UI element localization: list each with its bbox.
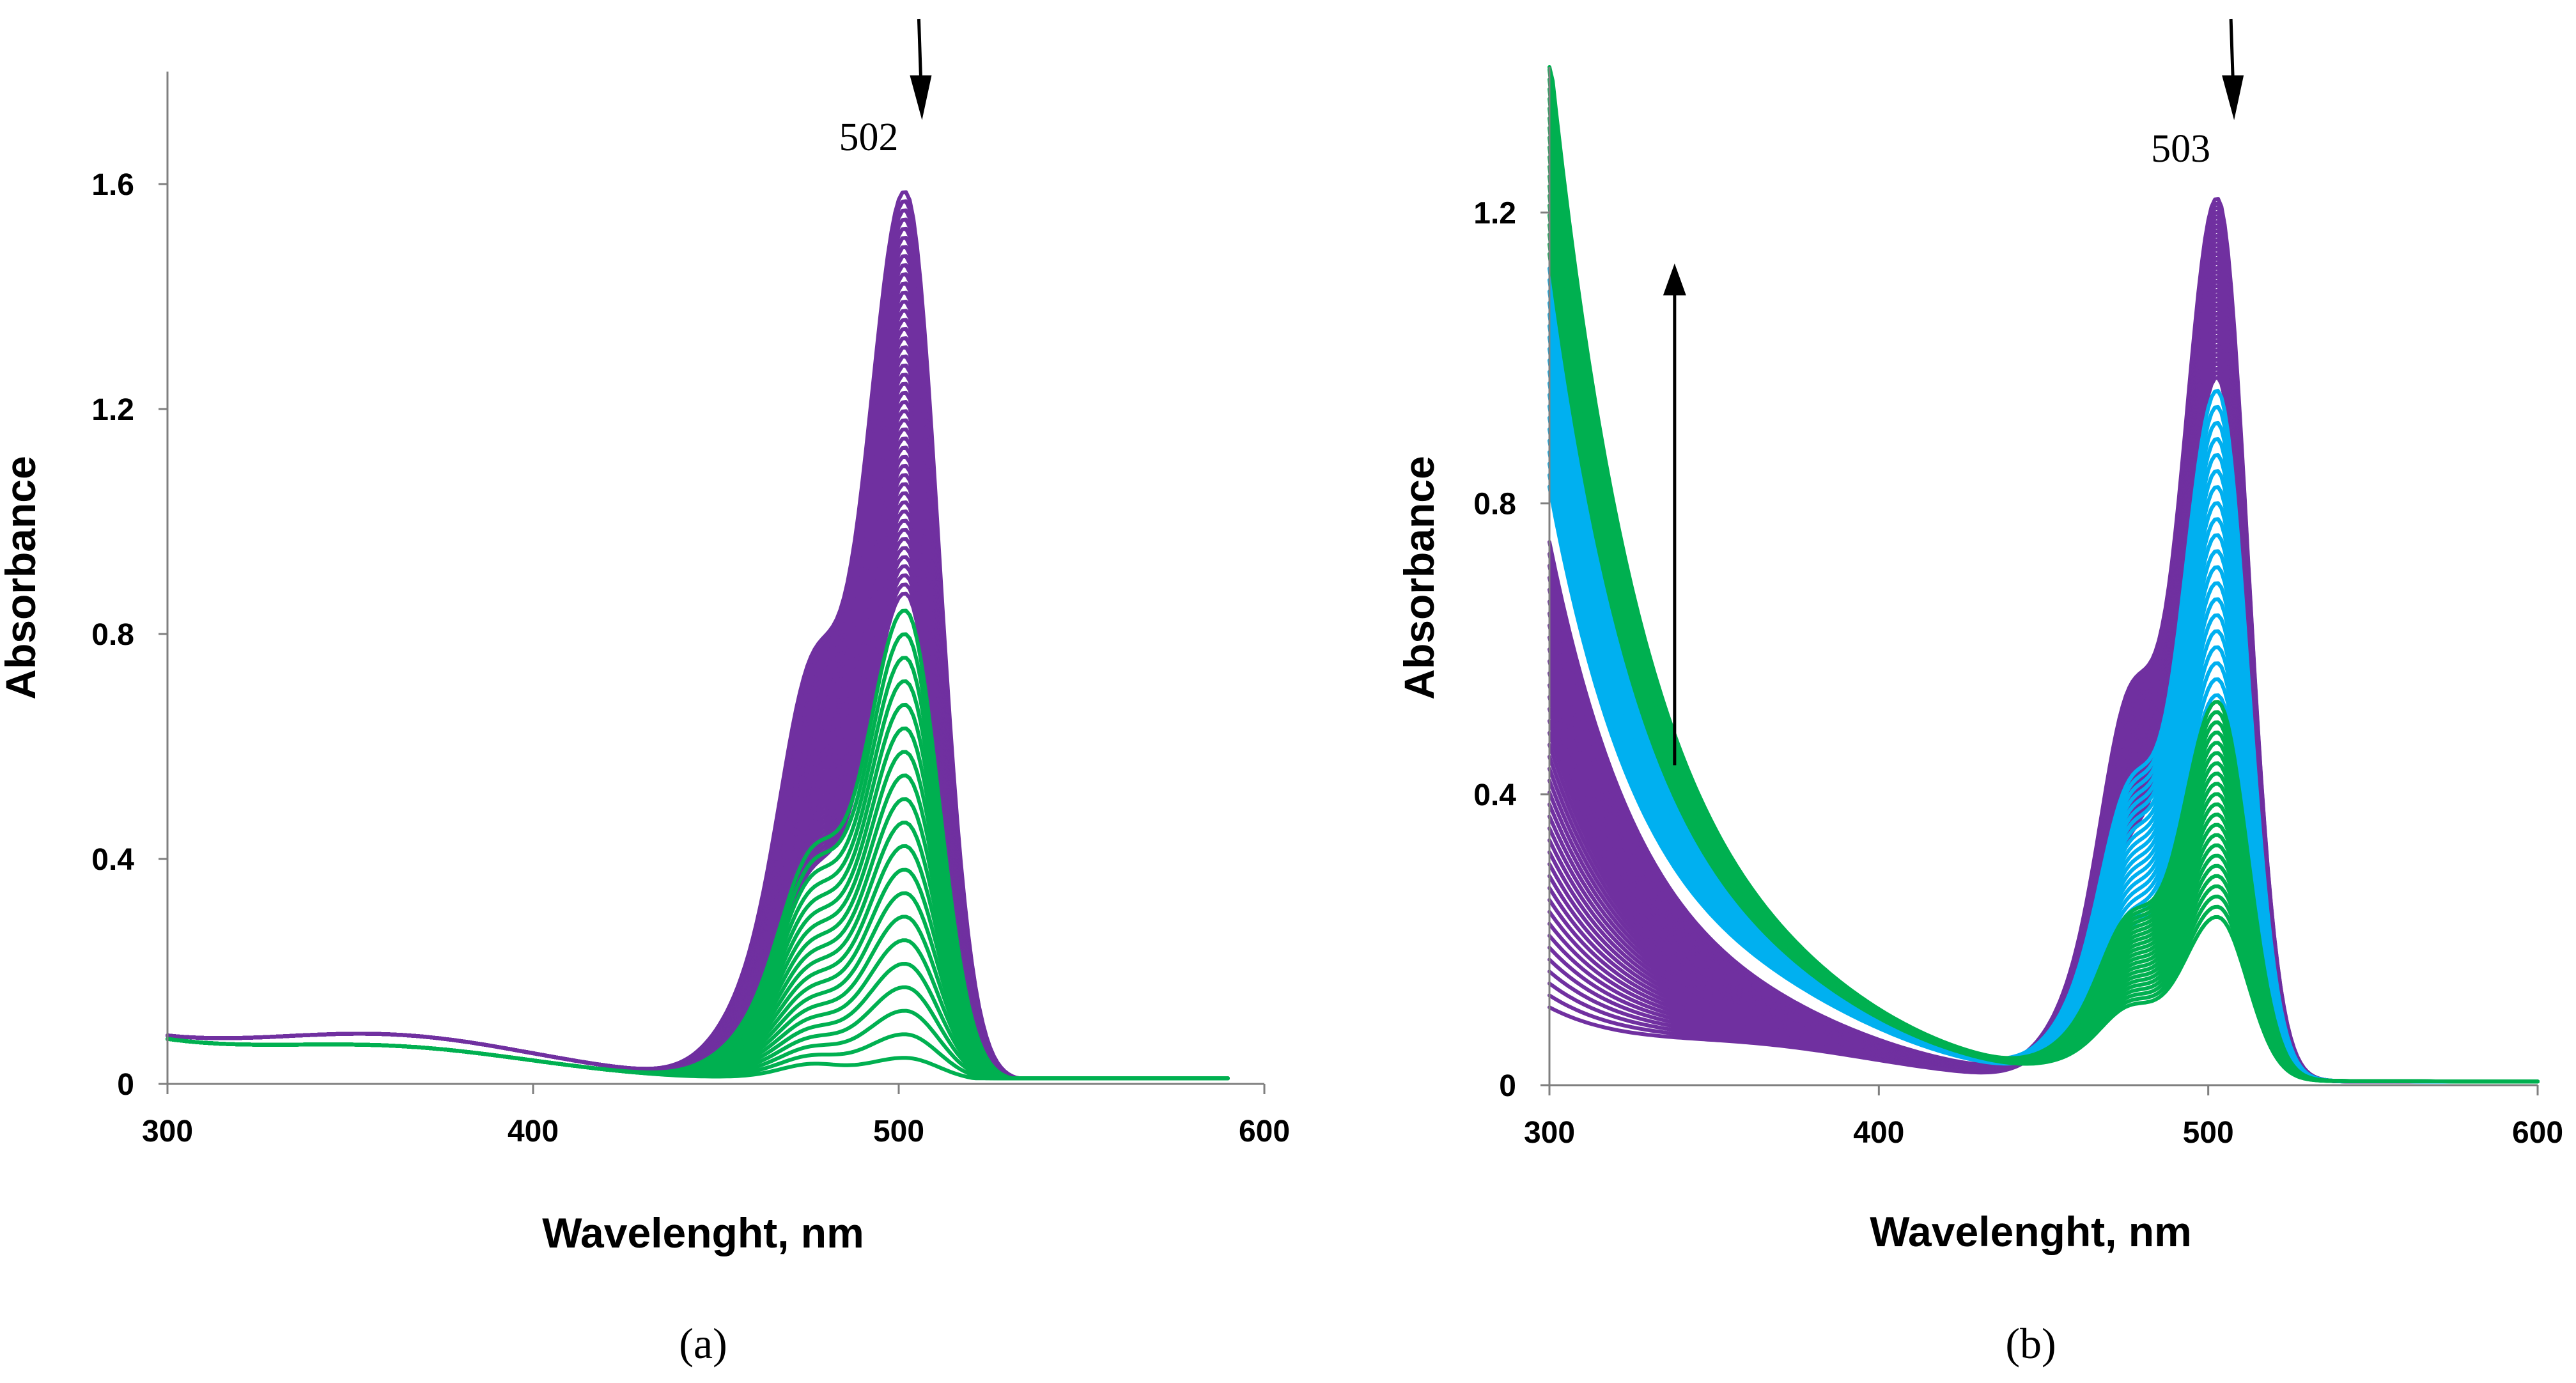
spectrum-trace (166, 473, 1230, 1081)
x-tick-label: 300 (142, 1115, 193, 1148)
spectrum-trace (166, 254, 1230, 1081)
x-tick-label: 300 (1524, 1116, 1575, 1150)
y-tick-label: 1.2 (91, 393, 134, 427)
y-tick-label: 0.4 (91, 843, 134, 877)
y-tick-label: 0.4 (1473, 778, 1516, 812)
spectrum-trace (166, 527, 1230, 1081)
spectrum-trace (166, 400, 1230, 1081)
spectrum-trace (166, 236, 1230, 1081)
spectrum-trace (166, 491, 1230, 1081)
spectrum-trace (166, 726, 1230, 1081)
spectrum-trace (166, 382, 1230, 1081)
spectrum-trace (166, 750, 1230, 1081)
spectrum-trace (166, 318, 1230, 1081)
spectrum-trace (166, 345, 1230, 1081)
spectrum-trace (166, 591, 1230, 1081)
x-axis-label: Wavelenght, nm (542, 1209, 864, 1256)
trace-group-0 (166, 190, 1230, 1081)
y-axis-label: Absorbance (1395, 456, 1443, 699)
spectrum-trace (166, 1037, 1230, 1081)
spectrum-trace (166, 573, 1230, 1081)
spectrum-trace (166, 263, 1230, 1081)
trace-group-0 (1548, 197, 2540, 1084)
spectrum-trace (166, 336, 1230, 1081)
spectrum-trace (166, 409, 1230, 1081)
panel-a: 300 400 500 600 0 0.4 0.8 1.2 1.6 Wavelenght, nm A… (0, 19, 1290, 1368)
x-tick-label: 500 (873, 1115, 924, 1148)
panel-label: (b) (2005, 1319, 2056, 1368)
spectrum-trace (166, 272, 1230, 1081)
spectrum-trace (166, 608, 1230, 1081)
y-tick-label: 1.2 (1473, 197, 1516, 231)
x-tick-label: 600 (2512, 1116, 2563, 1150)
spectrum-trace (166, 555, 1230, 1081)
spectrum-trace (166, 390, 1230, 1081)
spectrum-trace (166, 281, 1230, 1081)
spectrum-trace (166, 300, 1230, 1081)
peak-arrow-head (2222, 75, 2244, 120)
spectrum-trace (166, 546, 1230, 1081)
spectrum-trace (166, 418, 1230, 1081)
x-tick-label: 600 (1239, 1115, 1290, 1148)
panel-b: 300 400 500 600 0 0.4 0.8 1.2 Wavelenght, nm Abso… (1395, 19, 2563, 1368)
spectrum-trace (166, 190, 1230, 1081)
y-axis-label: Absorbance (0, 456, 44, 699)
y-tick-label: 0 (117, 1068, 134, 1102)
peak-label: 502 (839, 116, 898, 159)
spectrum-trace (1548, 247, 2540, 1084)
spectrum-trace (166, 445, 1230, 1081)
x-tick-label: 500 (2183, 1116, 2234, 1150)
panel-label: (a) (679, 1319, 727, 1368)
x-tick-label: 400 (508, 1115, 559, 1148)
spectrum-trace (166, 679, 1230, 1081)
spectrum-trace (166, 702, 1230, 1081)
spectrum-trace (166, 821, 1230, 1081)
y-tick-label: 0.8 (1473, 488, 1516, 522)
x-axis-label: Wavelenght, nm (1870, 1208, 2192, 1255)
spectrum-trace (166, 564, 1230, 1081)
spectrum-trace (166, 454, 1230, 1081)
spectrum-trace (166, 867, 1230, 1081)
spectrum-trace (166, 632, 1230, 1081)
spectrum-trace (166, 656, 1230, 1081)
y-tick-label: 1.6 (91, 168, 134, 202)
spectrum-trace (166, 797, 1230, 1081)
spectrum-trace (166, 290, 1230, 1081)
spectrum-trace (166, 537, 1230, 1081)
spectrum-trace (166, 363, 1230, 1081)
trace-group-2 (1548, 65, 2540, 1084)
spectrum-trace (166, 208, 1230, 1081)
peak-label: 503 (2151, 127, 2210, 171)
peak-arrow-head (910, 75, 932, 120)
spectrum-trace (166, 245, 1230, 1081)
spectrum-trace (166, 327, 1230, 1081)
spectrum-trace (166, 437, 1230, 1081)
spectrum-trace (166, 373, 1230, 1081)
spectrum-trace (166, 582, 1230, 1081)
spectrum-trace (166, 226, 1230, 1081)
spectrum-trace (166, 482, 1230, 1081)
spectrum-trace (166, 500, 1230, 1081)
spectrum-trace (166, 509, 1230, 1081)
spectra-traces (166, 190, 1230, 1081)
spectrum-trace (166, 217, 1230, 1081)
spectrum-trace (166, 518, 1230, 1081)
spectrum-trace (166, 199, 1230, 1081)
spectrum-trace (166, 309, 1230, 1081)
spectrum-trace (166, 354, 1230, 1081)
spectrum-trace (166, 463, 1230, 1081)
y-tick-label: 0.8 (91, 618, 134, 652)
spectra-traces (1548, 65, 2540, 1084)
trend-arrow-head (1663, 263, 1686, 296)
spectrum-trace (166, 427, 1230, 1081)
spectrum-trace (1548, 252, 2540, 1084)
trace-group-1 (166, 608, 1230, 1081)
x-tick-label: 400 (1853, 1116, 1904, 1150)
y-tick-label: 0 (1499, 1069, 1516, 1103)
